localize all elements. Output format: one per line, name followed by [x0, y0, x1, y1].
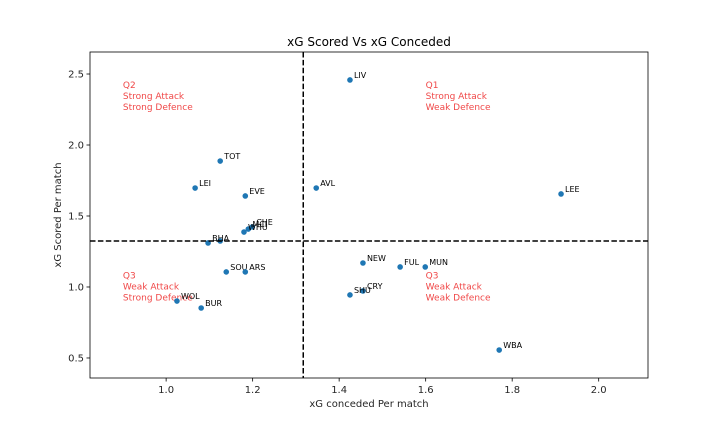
quadrant-label-line: Weak Defence — [426, 293, 491, 303]
data-point[interactable] — [347, 292, 353, 298]
point-label: EVE — [249, 187, 265, 196]
point-label: FUL — [404, 258, 419, 267]
quadrant-label-line: Q3 — [123, 271, 136, 281]
x-tick-label: 1.4 — [331, 385, 347, 396]
point-label: SHU — [354, 286, 371, 295]
x-tick-label: 1.6 — [418, 385, 434, 396]
point-label: NEW — [367, 254, 386, 263]
data-point[interactable] — [397, 264, 403, 270]
data-point[interactable] — [347, 77, 353, 83]
y-tick-label: 2.0 — [68, 141, 84, 152]
data-point[interactable] — [360, 288, 366, 294]
data-point[interactable] — [242, 269, 249, 275]
quadrant-label-line: Q1 — [426, 81, 439, 91]
x-tick-label: 1.0 — [158, 385, 174, 396]
point-label: WOL — [181, 292, 200, 301]
quadrant-label: Q3 Weak Attack Strong Defence — [123, 271, 193, 303]
point-label: TOT — [223, 152, 240, 161]
quadrant-label-line: Weak Attack — [426, 282, 483, 292]
quadrant-label-line: Strong Defence — [123, 293, 193, 303]
data-point[interactable] — [245, 226, 252, 232]
point-label: MCI — [252, 220, 267, 229]
x-tick-label: 1.8 — [504, 385, 520, 396]
y-axis-label: xG Scored Per match — [53, 162, 64, 267]
quadrant-label: Q3 Weak Attack Weak Defence — [426, 271, 491, 303]
data-point[interactable] — [558, 191, 564, 197]
point-label: CHE — [256, 218, 273, 227]
point-label: LEI — [199, 179, 211, 188]
x-tick-label: 1.2 — [245, 385, 261, 396]
data-point[interactable] — [313, 185, 320, 191]
data-point[interactable] — [223, 269, 230, 275]
quadrant-label-line: Strong Defence — [123, 103, 193, 113]
point-label: AVL — [320, 179, 335, 188]
data-point[interactable] — [217, 158, 223, 164]
chart-title: xG Scored Vs xG Conceded — [287, 35, 451, 49]
point-label: WBA — [503, 341, 522, 350]
point-label: LIV — [354, 71, 367, 80]
quadrant-label-line: Weak Attack — [123, 282, 180, 292]
quadrant-label-line: Weak Defence — [426, 103, 491, 113]
y-tick-label: 2.5 — [68, 70, 84, 81]
quadrant-label: Q1 Strong Attack Weak Defence — [426, 81, 491, 113]
quadrant-label-line: Q3 — [426, 271, 439, 281]
x-tick-label: 2.0 — [591, 385, 607, 396]
point-label: WHU — [248, 223, 268, 232]
point-label: LEE — [565, 185, 580, 194]
y-tick-label: 1.5 — [68, 211, 84, 222]
y-tick-label: 1.0 — [68, 282, 84, 293]
data-point[interactable] — [360, 260, 366, 266]
axes-frame — [89, 51, 649, 379]
data-point[interactable] — [241, 229, 247, 235]
quadrant-label-line: Strong Attack — [426, 92, 488, 102]
point-label: ARS — [249, 263, 265, 272]
data-point[interactable] — [192, 185, 198, 191]
point-label: SOU — [230, 263, 247, 272]
quadrant-label: Q2 Strong Attack Strong Defence — [123, 81, 193, 113]
point-label: BUR — [205, 299, 222, 308]
data-point[interactable] — [174, 298, 180, 304]
y-tick-label: 0.5 — [68, 353, 84, 364]
point-label: MUN — [429, 258, 448, 267]
quadrant-label-line: Strong Attack — [123, 92, 185, 102]
data-point[interactable] — [496, 347, 503, 353]
point-label: BHA — [212, 234, 230, 243]
data-point[interactable] — [422, 264, 429, 270]
data-point[interactable] — [198, 305, 204, 311]
point-label: CRY — [367, 282, 383, 291]
x-axis-label: xG conceded Per match — [309, 399, 428, 410]
quadrant-label-line: Q2 — [123, 81, 136, 91]
data-point[interactable] — [242, 193, 249, 199]
